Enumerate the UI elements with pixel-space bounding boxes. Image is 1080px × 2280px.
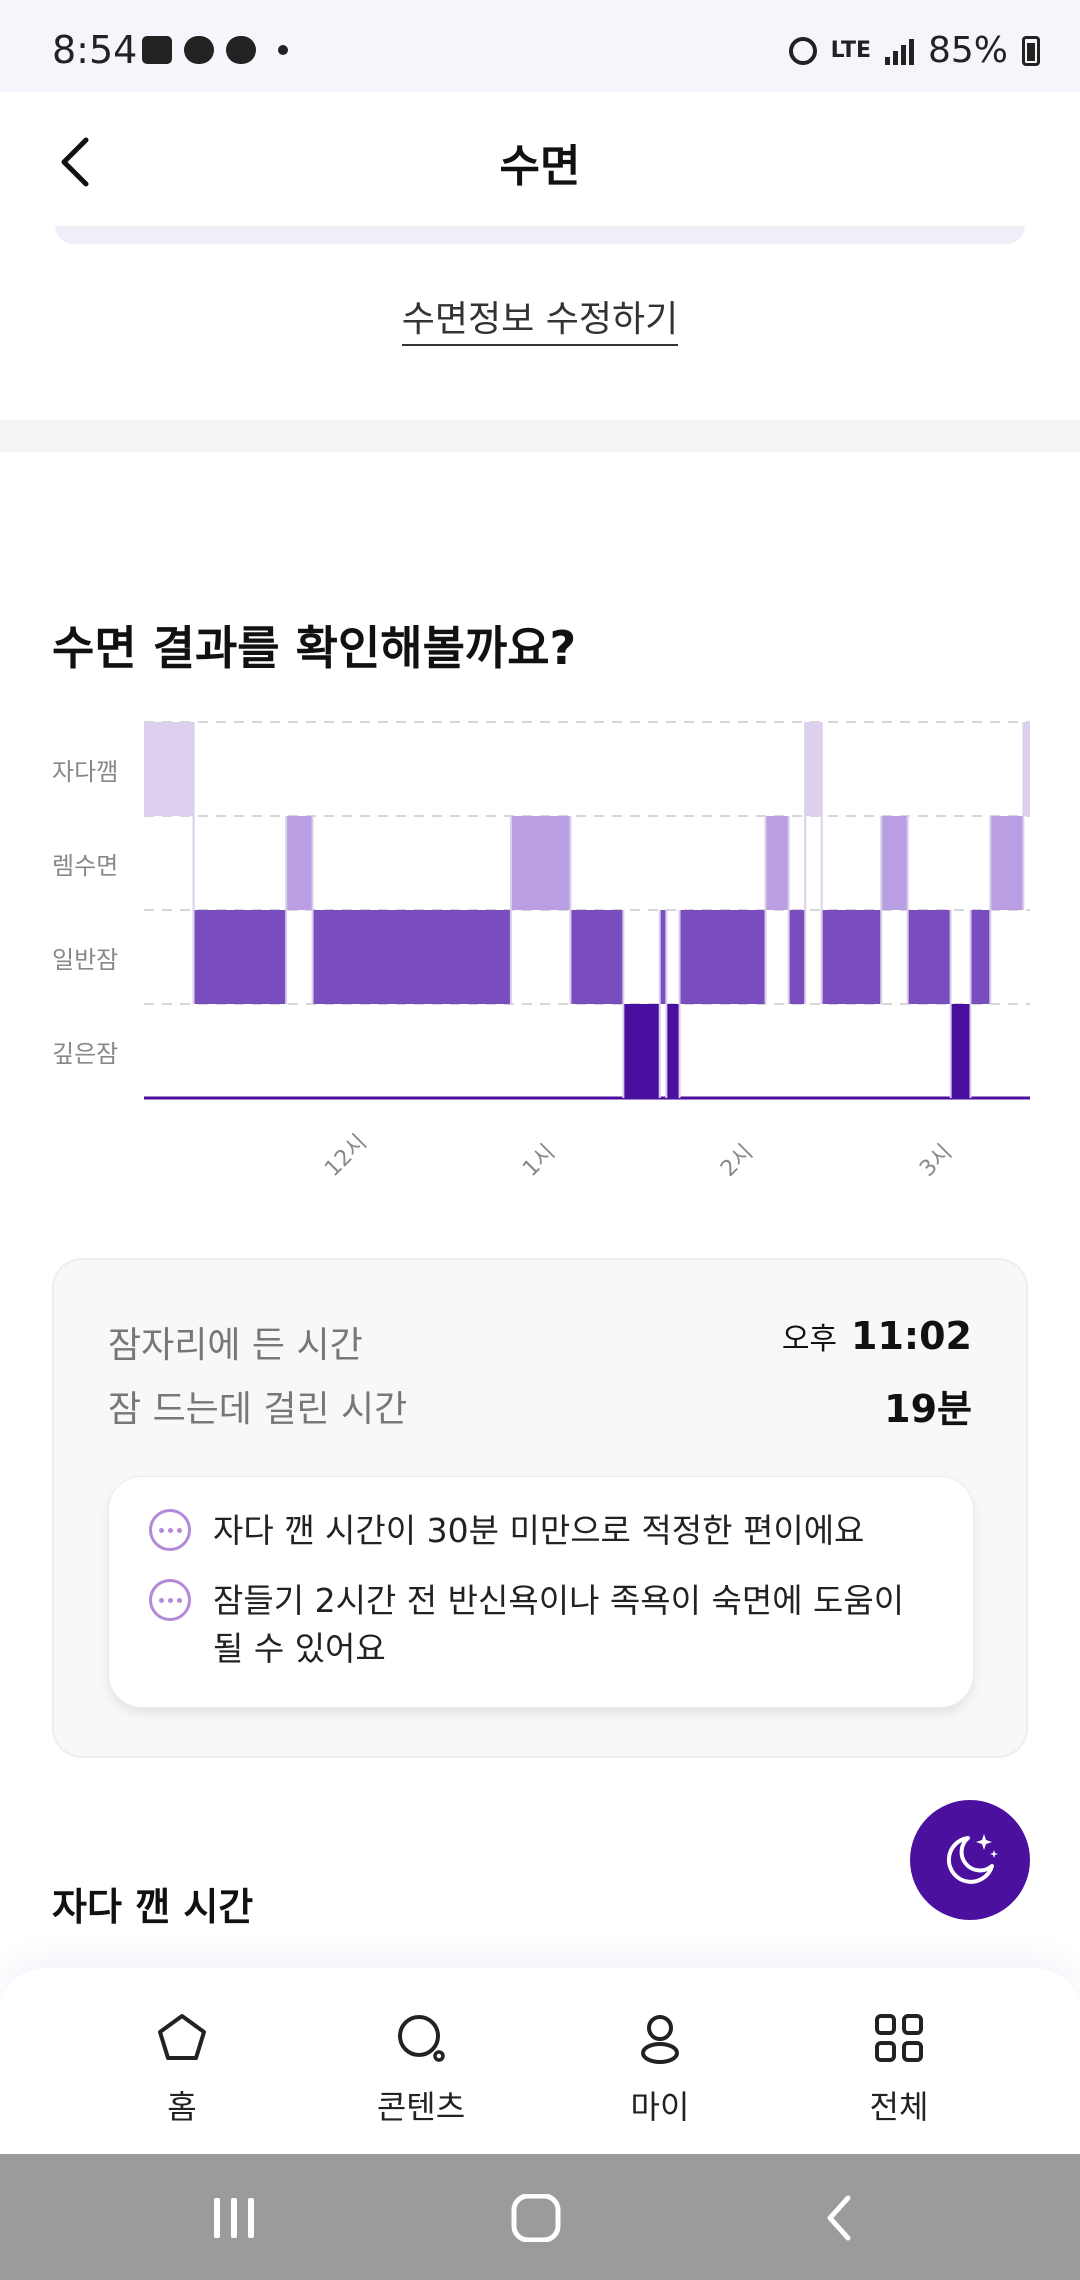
- stage-segment: [990, 816, 1024, 910]
- pentagon-home-icon: [158, 2014, 206, 2060]
- page-title: 수면: [499, 141, 581, 192]
- nav-contents[interactable]: 콘텐츠: [341, 2010, 501, 2128]
- recent-apps-icon: [214, 2198, 254, 2238]
- bedtime-label: 잠자리에 든 시간: [108, 1325, 363, 1366]
- sleep-stage-chart: 자다깸 렘수면 일반잠 깊은잠 11시12시1시2시3시4시: [40, 700, 1040, 1182]
- x-tick-label: 12시: [319, 1130, 372, 1182]
- tip-text: 잠들기 2시간 전 반신욕이나 족욕이 숙면에 도움이 될 수 있어요: [213, 1581, 905, 1668]
- stage-segment: [950, 1004, 971, 1098]
- stage-segment: [659, 910, 667, 1004]
- tip-item: 잠들기 2시간 전 반신욕이나 족욕이 숙면에 도움이 될 수 있어요: [149, 1577, 933, 1673]
- status-bar: 8:54 LTE 85%: [0, 0, 1080, 92]
- nav-contents-label: 콘텐츠: [376, 2088, 466, 2126]
- stage-segment: [312, 910, 511, 1004]
- search-content-icon: [398, 2015, 445, 2062]
- stage-segment: [881, 816, 908, 910]
- latency-value: 19분: [884, 1387, 972, 1431]
- stage-segment: [907, 910, 951, 1004]
- awake-time-title: 자다 깬 시간: [52, 1885, 254, 1929]
- stage-segment: [144, 722, 194, 816]
- latency-label: 잠 드는데 걸린 시간: [108, 1389, 408, 1430]
- stage-segment: [570, 910, 624, 1004]
- stage-segment: [623, 1004, 660, 1098]
- stage-segment: [193, 910, 287, 1004]
- y-label-light: 일반잠: [52, 946, 119, 974]
- system-navigation-bar: [0, 2154, 1080, 2280]
- status-right: LTE 85%: [788, 30, 1040, 71]
- nav-all[interactable]: 전체: [819, 2010, 979, 2128]
- person-icon: [641, 2015, 679, 2064]
- stage-segment: [286, 816, 313, 910]
- stage-segment: [765, 816, 789, 910]
- chat-bubble-icon: [149, 1579, 191, 1621]
- home-square-icon: [511, 2193, 561, 2243]
- stage-segment: [666, 1004, 680, 1098]
- stage-segment: [679, 910, 766, 1004]
- lte-icon: LTE: [830, 37, 871, 63]
- section-divider: [0, 420, 1080, 452]
- pill-icon: [184, 36, 214, 64]
- heart-icon: [226, 36, 256, 64]
- hypnogram-plot: [144, 721, 1030, 1100]
- notification-icons: [142, 36, 288, 64]
- tip-item: 자다 깬 시간이 30분 미만으로 적정한 편이에요: [149, 1507, 933, 1555]
- battery-icon: [1022, 35, 1040, 66]
- stage-segment: [510, 816, 571, 910]
- alarm-icon: [788, 36, 817, 65]
- y-label-rem: 렘수면: [52, 852, 119, 880]
- app-header: 수면: [0, 92, 1080, 232]
- nav-home-label: 홈: [167, 2088, 197, 2126]
- stage-segment: [970, 910, 991, 1004]
- edit-sleep-info-link[interactable]: 수면정보 수정하기: [401, 299, 679, 346]
- bottom-navigation: 홈 콘텐츠 마이 전체: [0, 1968, 1080, 2154]
- nav-my-label: 마이: [630, 2088, 690, 2126]
- chevron-left-icon: [61, 137, 89, 187]
- sleep-result-title: 수면 결과를 확인해볼까요?: [52, 621, 577, 675]
- stage-segment: [788, 910, 806, 1004]
- system-back-button[interactable]: [810, 2194, 870, 2242]
- bedtime-ampm: 오후: [781, 1322, 838, 1357]
- nav-all-label: 전체: [869, 2088, 929, 2126]
- x-tick-label: 3시: [915, 1140, 957, 1182]
- grid-icon: [875, 2014, 923, 2062]
- sleep-tips-box: 자다 깬 시간이 30분 미만으로 적정한 편이에요 잠들기 2시간 전 반신욕…: [108, 1476, 974, 1708]
- recent-apps-button[interactable]: [204, 2194, 264, 2242]
- x-tick-label: 1시: [518, 1140, 561, 1182]
- x-tick-label: 2시: [716, 1140, 759, 1182]
- back-chevron-icon: [827, 2195, 851, 2241]
- nav-my[interactable]: 마이: [580, 2010, 740, 2128]
- gallery-icon: [142, 36, 172, 64]
- chat-bubble-icon: [149, 1509, 191, 1551]
- battery-percent: 85%: [927, 30, 1008, 71]
- tip-text: 자다 깬 시간이 30분 미만으로 적정한 편이에요: [213, 1511, 865, 1550]
- previous-card-edge: [55, 226, 1025, 244]
- y-label-deep: 깊은잠: [52, 1040, 119, 1068]
- bedtime-time: 11:02: [851, 1314, 972, 1358]
- stage-segment: [821, 910, 882, 1004]
- signal-icon: [884, 37, 914, 65]
- stage-segment: [805, 722, 822, 816]
- sleep-summary-card: 잠자리에 든 시간 오후 11:02 잠 드는데 걸린 시간 19분 자다 깬 시…: [52, 1258, 1028, 1758]
- nav-home[interactable]: 홈: [102, 2010, 262, 2128]
- more-notifications-dot: [278, 45, 288, 55]
- home-button[interactable]: [506, 2193, 566, 2243]
- moon-stars-icon: [946, 1834, 998, 1884]
- y-label-awake: 자다깸: [52, 758, 119, 786]
- status-time: 8:54: [52, 28, 138, 72]
- back-button[interactable]: [50, 132, 110, 192]
- sleep-mode-fab[interactable]: [910, 1800, 1030, 1920]
- bedtime-value: 오후 11:02: [782, 1314, 972, 1358]
- stage-segment: [1023, 722, 1030, 816]
- edit-sleep-info-link-wrap: 수면정보 수정하기: [0, 290, 1080, 346]
